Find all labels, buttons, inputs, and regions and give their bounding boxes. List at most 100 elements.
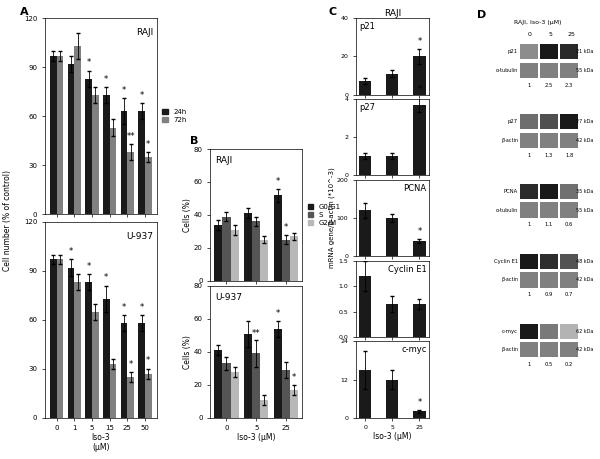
Bar bbox=[560, 324, 578, 339]
Text: *: * bbox=[104, 75, 109, 84]
Bar bbox=[541, 45, 557, 60]
Bar bbox=[253, 221, 260, 281]
Bar bbox=[230, 230, 239, 281]
Text: *: * bbox=[139, 91, 144, 100]
Bar bbox=[541, 133, 557, 148]
Bar bbox=[541, 254, 557, 269]
Text: 42 kDa: 42 kDa bbox=[575, 277, 593, 282]
Bar bbox=[413, 105, 425, 175]
Bar bbox=[145, 374, 152, 418]
Text: 1: 1 bbox=[527, 292, 530, 297]
Legend: 24h, 72h: 24h, 72h bbox=[163, 109, 187, 123]
Bar bbox=[68, 64, 74, 214]
Bar bbox=[74, 46, 81, 214]
Text: 25: 25 bbox=[568, 32, 575, 37]
Bar bbox=[520, 184, 538, 199]
Bar bbox=[138, 112, 145, 214]
Text: 1: 1 bbox=[527, 223, 530, 227]
Bar bbox=[214, 225, 223, 281]
Text: *: * bbox=[284, 223, 289, 232]
Bar bbox=[290, 390, 298, 418]
Bar bbox=[103, 95, 110, 214]
Text: 2.3: 2.3 bbox=[565, 83, 573, 88]
Bar bbox=[359, 157, 371, 175]
Text: α-tubulin: α-tubulin bbox=[496, 207, 518, 213]
Bar bbox=[57, 259, 64, 418]
Text: C: C bbox=[328, 7, 337, 17]
Text: 1: 1 bbox=[527, 83, 530, 88]
Text: 0.2: 0.2 bbox=[565, 362, 574, 367]
Bar bbox=[520, 114, 538, 129]
Text: 55 kDa: 55 kDa bbox=[575, 68, 593, 73]
Bar bbox=[274, 195, 282, 281]
Bar bbox=[560, 114, 578, 129]
Bar bbox=[127, 152, 134, 214]
Bar bbox=[92, 95, 99, 214]
Y-axis label: Cells (%): Cells (%) bbox=[183, 198, 192, 232]
Bar bbox=[74, 282, 81, 418]
Bar bbox=[359, 276, 371, 337]
Bar bbox=[260, 400, 268, 418]
Bar bbox=[110, 128, 116, 214]
Bar bbox=[520, 342, 538, 358]
Text: *: * bbox=[139, 302, 144, 312]
Text: U-937: U-937 bbox=[127, 232, 154, 241]
Text: *: * bbox=[417, 37, 422, 46]
Text: 0.6: 0.6 bbox=[565, 223, 574, 227]
Bar bbox=[560, 272, 578, 287]
Bar bbox=[560, 254, 578, 269]
Text: PCNA: PCNA bbox=[504, 189, 518, 194]
Bar bbox=[386, 73, 398, 95]
Bar bbox=[541, 184, 557, 199]
Bar bbox=[214, 350, 223, 418]
Y-axis label: mRNA gene/β-actin (*10^-3): mRNA gene/β-actin (*10^-3) bbox=[329, 168, 335, 269]
Text: *: * bbox=[86, 58, 91, 67]
Bar bbox=[110, 364, 116, 418]
Bar bbox=[560, 133, 578, 148]
Text: *: * bbox=[146, 140, 151, 149]
Text: RAJI, Iso-3 (μM): RAJI, Iso-3 (μM) bbox=[514, 20, 562, 25]
Text: 27 kDa: 27 kDa bbox=[575, 119, 593, 124]
Text: *: * bbox=[69, 247, 73, 256]
X-axis label: Iso-3 (μM): Iso-3 (μM) bbox=[373, 432, 412, 441]
Bar bbox=[560, 184, 578, 199]
Text: p21: p21 bbox=[508, 50, 518, 55]
Bar bbox=[57, 56, 64, 214]
Bar bbox=[138, 323, 145, 418]
Text: *: * bbox=[122, 302, 126, 312]
Text: 55 kDa: 55 kDa bbox=[575, 207, 593, 213]
Text: 0.9: 0.9 bbox=[545, 292, 553, 297]
Text: **: ** bbox=[127, 132, 135, 141]
Bar bbox=[541, 202, 557, 218]
Title: RAJI: RAJI bbox=[384, 9, 401, 17]
Text: B: B bbox=[190, 136, 198, 146]
X-axis label: Iso-3
(μM): Iso-3 (μM) bbox=[92, 433, 110, 452]
Bar bbox=[253, 353, 260, 418]
Bar bbox=[560, 202, 578, 218]
Bar bbox=[50, 56, 57, 214]
Bar bbox=[85, 78, 92, 214]
Bar bbox=[560, 63, 578, 78]
Bar bbox=[520, 45, 538, 60]
Bar bbox=[223, 217, 230, 281]
Text: 42 kDa: 42 kDa bbox=[575, 138, 593, 143]
Text: A: A bbox=[20, 6, 29, 17]
Text: *: * bbox=[104, 273, 109, 282]
Text: 1: 1 bbox=[527, 362, 530, 367]
Bar bbox=[520, 202, 538, 218]
Bar bbox=[244, 213, 253, 281]
Bar bbox=[50, 259, 57, 418]
Bar bbox=[541, 324, 557, 339]
Text: Cyclin E1: Cyclin E1 bbox=[388, 264, 427, 274]
Text: 48 kDa: 48 kDa bbox=[575, 259, 593, 264]
Bar bbox=[359, 210, 371, 256]
Text: β-actin: β-actin bbox=[501, 138, 518, 143]
Bar bbox=[413, 241, 425, 256]
Bar bbox=[520, 272, 538, 287]
Text: Cyclin E1: Cyclin E1 bbox=[494, 259, 518, 264]
Text: *: * bbox=[417, 227, 422, 236]
Text: D: D bbox=[476, 11, 486, 20]
Text: p27: p27 bbox=[508, 119, 518, 124]
Text: 21 kDa: 21 kDa bbox=[575, 50, 593, 55]
Bar bbox=[282, 240, 290, 281]
